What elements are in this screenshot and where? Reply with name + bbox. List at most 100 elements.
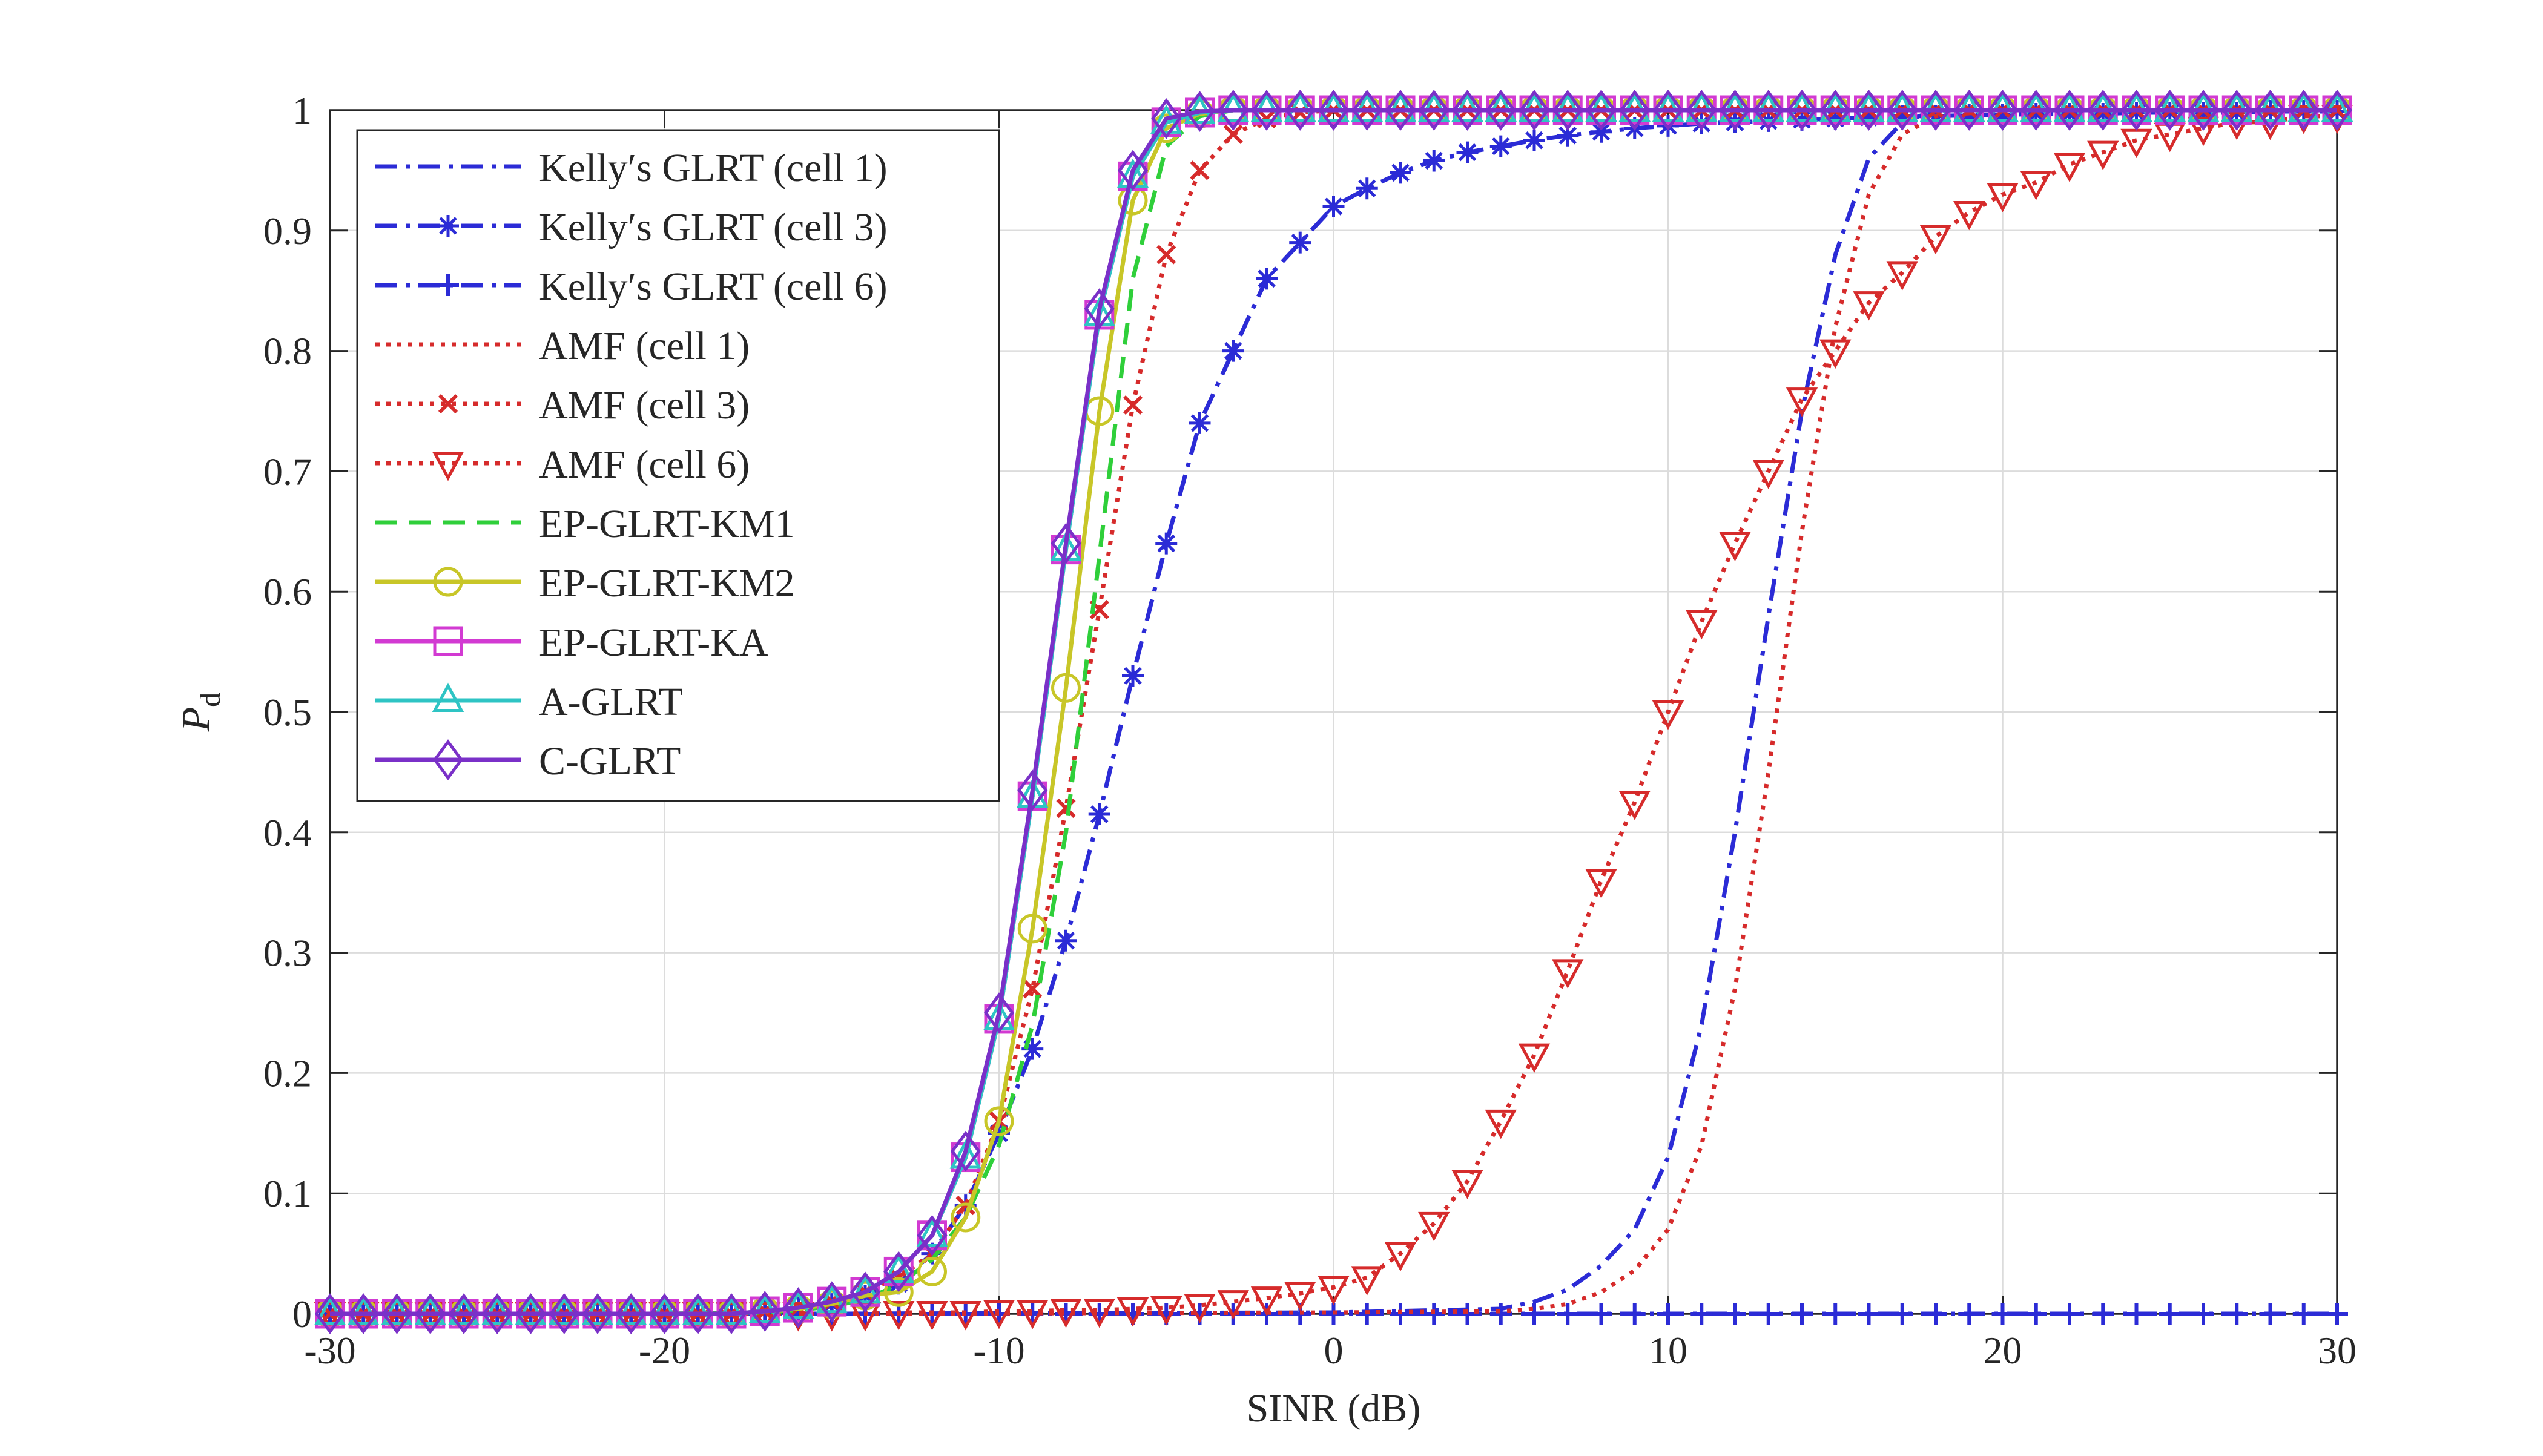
data-point — [1987, 92, 2019, 122]
data-point — [1786, 92, 1818, 122]
y-tick-label: 0.9 — [263, 209, 312, 252]
data-point — [1083, 1299, 1115, 1328]
data-point — [581, 1302, 614, 1332]
y-tick-label: 0.8 — [263, 330, 312, 373]
series-3 — [330, 108, 2337, 1316]
data-point — [1385, 90, 1416, 131]
legend-item: AMF (cell 3) — [375, 383, 750, 427]
data-point — [1190, 160, 1210, 180]
data-point — [1390, 162, 1411, 184]
data-point — [1250, 1286, 1283, 1316]
legend: Kelly′s GLRT (cell 1) Kelly′s GLRT (cell … — [356, 129, 1000, 802]
data-point — [581, 1296, 614, 1325]
data-point — [348, 1293, 379, 1334]
data-point — [2088, 90, 2119, 131]
axis-titles: SINR (dB) Pd — [174, 693, 1420, 1431]
data-point — [1585, 92, 1617, 122]
data-point — [1456, 1303, 1479, 1325]
legend-item: AMF (cell 1) — [375, 324, 750, 368]
data-point — [1151, 98, 1182, 139]
data-point — [1518, 1043, 1551, 1073]
data-point — [1590, 1303, 1612, 1325]
data-point — [2188, 90, 2219, 131]
data-point — [951, 1202, 981, 1233]
data-point — [1958, 1303, 1981, 1325]
data-point — [615, 1296, 647, 1325]
data-point — [1050, 1299, 1082, 1328]
data-point — [1452, 90, 1483, 131]
legend-item: AMF (cell 6) — [375, 443, 750, 487]
data-point — [1318, 1276, 1350, 1305]
data-point — [1719, 92, 1751, 122]
data-point — [1953, 200, 1985, 231]
data-point — [1489, 1303, 1512, 1325]
legend-item: Kelly′s GLRT (cell 1) — [375, 146, 888, 190]
data-point — [883, 1277, 914, 1307]
legend-marker — [437, 215, 459, 237]
legend-item: A-GLRT — [375, 680, 683, 724]
data-point — [1720, 90, 1750, 131]
data-point — [2187, 92, 2220, 122]
data-point — [1351, 92, 1383, 122]
data-point — [515, 1293, 546, 1334]
data-point — [314, 1302, 346, 1332]
legend-label: AMF (cell 6) — [539, 443, 750, 487]
data-point — [1686, 610, 1718, 640]
y-tick-label: 0.4 — [263, 811, 312, 854]
series-10 — [314, 90, 2353, 1334]
data-point — [648, 1302, 681, 1332]
legend-marker — [432, 452, 464, 481]
data-point — [1887, 90, 1918, 131]
data-point — [1991, 104, 2014, 126]
data-point — [2326, 1303, 2348, 1325]
data-point — [1088, 803, 1110, 825]
data-point — [549, 1293, 579, 1334]
series-5 — [314, 104, 2353, 1332]
data-point — [1690, 1303, 1713, 1325]
data-point — [481, 1296, 513, 1325]
x-tick-label: 10 — [1649, 1329, 1687, 1372]
data-point — [1820, 90, 1851, 131]
data-point — [816, 1281, 847, 1323]
data-point — [1150, 104, 1182, 134]
data-point — [1451, 92, 1483, 122]
data-point — [2025, 1303, 2047, 1325]
data-point — [1987, 90, 2018, 131]
data-point — [1652, 92, 1684, 122]
legend-marker — [437, 274, 459, 296]
data-point — [2159, 1303, 2181, 1325]
data-point — [949, 1301, 981, 1331]
data-point — [917, 1256, 947, 1286]
data-point — [1853, 90, 1884, 131]
data-point — [1824, 1303, 1847, 1325]
data-point — [1919, 92, 1952, 122]
data-point — [1251, 90, 1282, 131]
data-point — [381, 1293, 412, 1334]
legend-item: EP-GLRT-KM1 — [375, 502, 795, 546]
data-point — [1285, 90, 1316, 131]
x-tick-label: -30 — [304, 1329, 355, 1372]
y-tick-label: 1 — [292, 89, 312, 132]
data-point — [648, 1296, 681, 1325]
data-point — [2087, 140, 2119, 171]
data-point — [916, 1301, 948, 1331]
legend-marker — [438, 394, 458, 414]
y-tick-label: 0.1 — [263, 1172, 312, 1215]
y-axis-title-symbol: P — [174, 707, 218, 732]
data-point — [1552, 959, 1584, 989]
data-point — [917, 1214, 948, 1256]
data-point — [1217, 1290, 1249, 1320]
data-point — [1222, 340, 1244, 362]
data-point — [1116, 1297, 1149, 1327]
data-point — [1557, 1303, 1579, 1325]
data-point — [1250, 92, 1283, 122]
data-point — [2092, 102, 2114, 125]
data-point — [1021, 1038, 1044, 1060]
data-point — [1919, 225, 1952, 255]
data-point — [1485, 92, 1517, 122]
data-point — [1652, 700, 1684, 730]
data-point — [2292, 1303, 2315, 1325]
data-point — [1757, 1303, 1779, 1325]
data-point — [1223, 124, 1243, 144]
